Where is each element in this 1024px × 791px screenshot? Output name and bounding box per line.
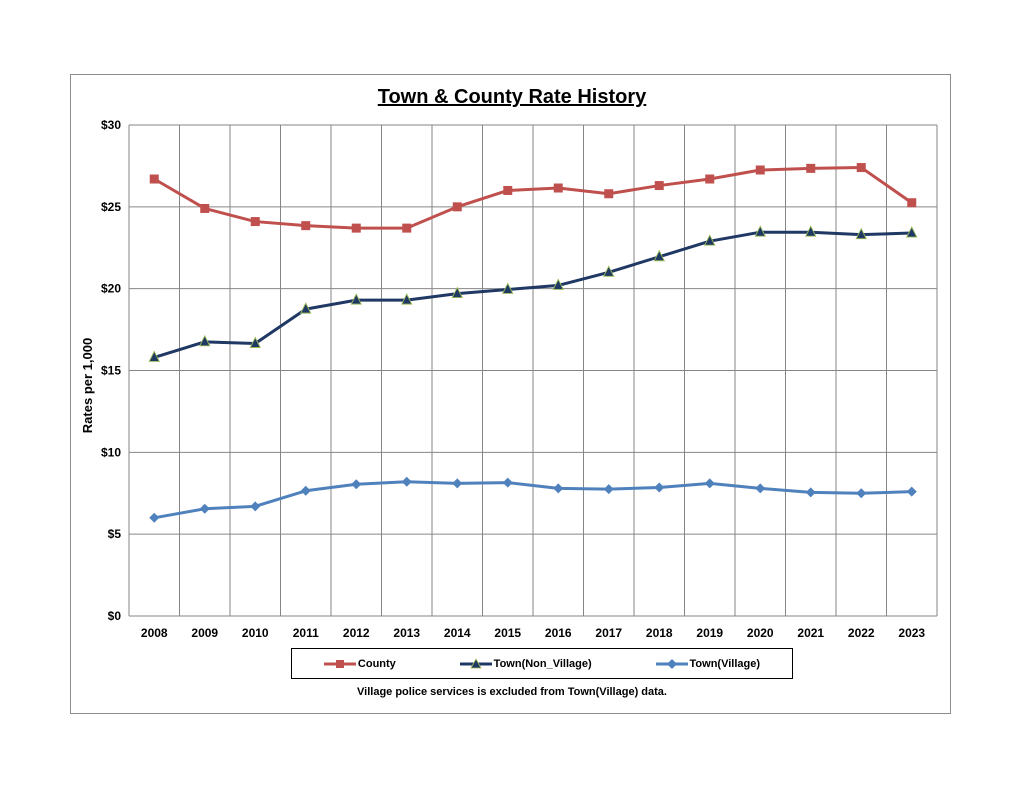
data-point-town-village: [906, 486, 917, 497]
data-point-town-village: [603, 484, 614, 495]
chart-title: Town & County Rate History: [377, 86, 647, 108]
y-axis-title: Rates per 1,000: [80, 338, 95, 433]
data-point-town-village: [250, 501, 261, 512]
data-point-town-village: [856, 488, 867, 499]
data-point-town-non-village: [300, 302, 312, 314]
data-point-town-non-village: [552, 278, 564, 290]
data-point-town-non-village: [451, 286, 463, 299]
x-tick-label: 2016: [545, 626, 572, 640]
data-point-county: [351, 223, 361, 233]
x-tick-label: 2020: [747, 626, 774, 640]
legend-label-county: County: [357, 657, 396, 670]
data-point-county: [553, 183, 563, 193]
data-point-county: [200, 203, 210, 213]
x-tick-label: 2009: [191, 626, 218, 640]
x-tick-label: 2013: [393, 626, 420, 640]
tick-labels: $0 $5 $10 $15 $20 $25 $30 2008 2009 2010 2011 2012 2…: [80, 118, 925, 640]
data-point-town-village: [452, 478, 463, 489]
chart-footnote: Village police services is excluded from…: [357, 686, 667, 698]
x-tick-label: 2021: [797, 626, 824, 640]
data-point-county: [250, 217, 260, 227]
data-point-county: [907, 198, 917, 208]
x-tick-label: 2008: [141, 626, 168, 640]
legend-label-town-village: Town(Village): [689, 657, 761, 670]
data-point-county: [806, 163, 816, 173]
series-line-town-non-village: [153, 230, 912, 359]
data-point-town-non-village: [704, 234, 716, 246]
y-tick-label: $15: [101, 364, 121, 378]
data-point-town-non-village: [148, 350, 160, 362]
data-point-county: [604, 189, 614, 199]
y-tick-label: $20: [101, 282, 121, 296]
data-point-town-non-village: [855, 227, 867, 240]
data-point-town-village: [351, 479, 362, 490]
x-tick-label: 2015: [494, 626, 521, 640]
data-point-county: [705, 174, 715, 184]
data-point-town-non-village: [603, 265, 615, 277]
legend-swatch-town-non-village: [459, 657, 492, 668]
data-point-town-non-village: [249, 336, 261, 348]
data-point-town-non-village: [502, 282, 514, 294]
x-tick-label: 2017: [595, 626, 622, 640]
series-line-town-village: [153, 480, 912, 520]
data-point-town-village: [553, 483, 564, 494]
data-point-town-village: [654, 482, 665, 493]
data-point-town-village: [704, 478, 715, 489]
axes: [128, 125, 937, 617]
legend-swatch-county: [323, 659, 356, 668]
data-point-town-village: [149, 512, 160, 523]
data-point-town-non-village: [754, 225, 766, 237]
data-point-county: [856, 163, 866, 173]
legend-item-town-village: Town(Village): [655, 657, 761, 670]
data-point-town-village: [805, 487, 816, 498]
x-tick-label: 2011: [293, 626, 319, 640]
x-tick-label: 2022: [848, 626, 875, 640]
data-point-town-non-village: [350, 293, 362, 305]
legend-swatch-town-village: [655, 658, 688, 669]
x-tick-label: 2023: [898, 626, 925, 640]
chart-frame: [70, 74, 951, 714]
data-point-town-non-village: [805, 225, 817, 237]
x-tick-label: 2018: [646, 626, 673, 640]
data-point-county: [452, 202, 462, 212]
legend: County Town(Non_Village) Town(Village): [291, 648, 793, 679]
y-tick-label: $10: [101, 445, 121, 459]
y-tick-label: $30: [101, 118, 121, 132]
data-point-town-village: [401, 476, 412, 487]
x-tick-label: 2014: [444, 626, 471, 640]
grid: [128, 124, 938, 617]
series-line-county: [153, 166, 913, 230]
data-point-town-non-village: [653, 249, 665, 262]
x-tick-label: 2010: [242, 626, 269, 640]
data-point-town-village: [755, 483, 766, 494]
legend-item-town-non-village: Town(Non_Village): [459, 657, 592, 670]
data-point-town-non-village: [199, 334, 211, 347]
y-tick-label: $25: [101, 200, 121, 214]
y-tick-label: $0: [108, 609, 122, 623]
y-tick-label: $5: [108, 527, 122, 541]
data-point-town-village: [502, 477, 513, 488]
data-point-town-village: [300, 485, 311, 496]
data-point-county: [654, 181, 664, 191]
data-point-county: [755, 165, 765, 175]
data-point-county: [402, 223, 412, 233]
x-tick-label: 2019: [696, 626, 723, 640]
data-point-town-non-village: [401, 293, 413, 305]
series: [148, 163, 918, 523]
x-tick-label: 2012: [343, 626, 370, 640]
data-point-town-village: [199, 503, 210, 514]
data-point-county: [503, 185, 513, 195]
data-point-county: [149, 174, 159, 184]
legend-label-town-non-village: Town(Non_Village): [493, 657, 592, 670]
data-point-town-non-village: [906, 226, 918, 238]
data-point-county: [301, 221, 311, 231]
legend-item-county: County: [323, 657, 396, 670]
